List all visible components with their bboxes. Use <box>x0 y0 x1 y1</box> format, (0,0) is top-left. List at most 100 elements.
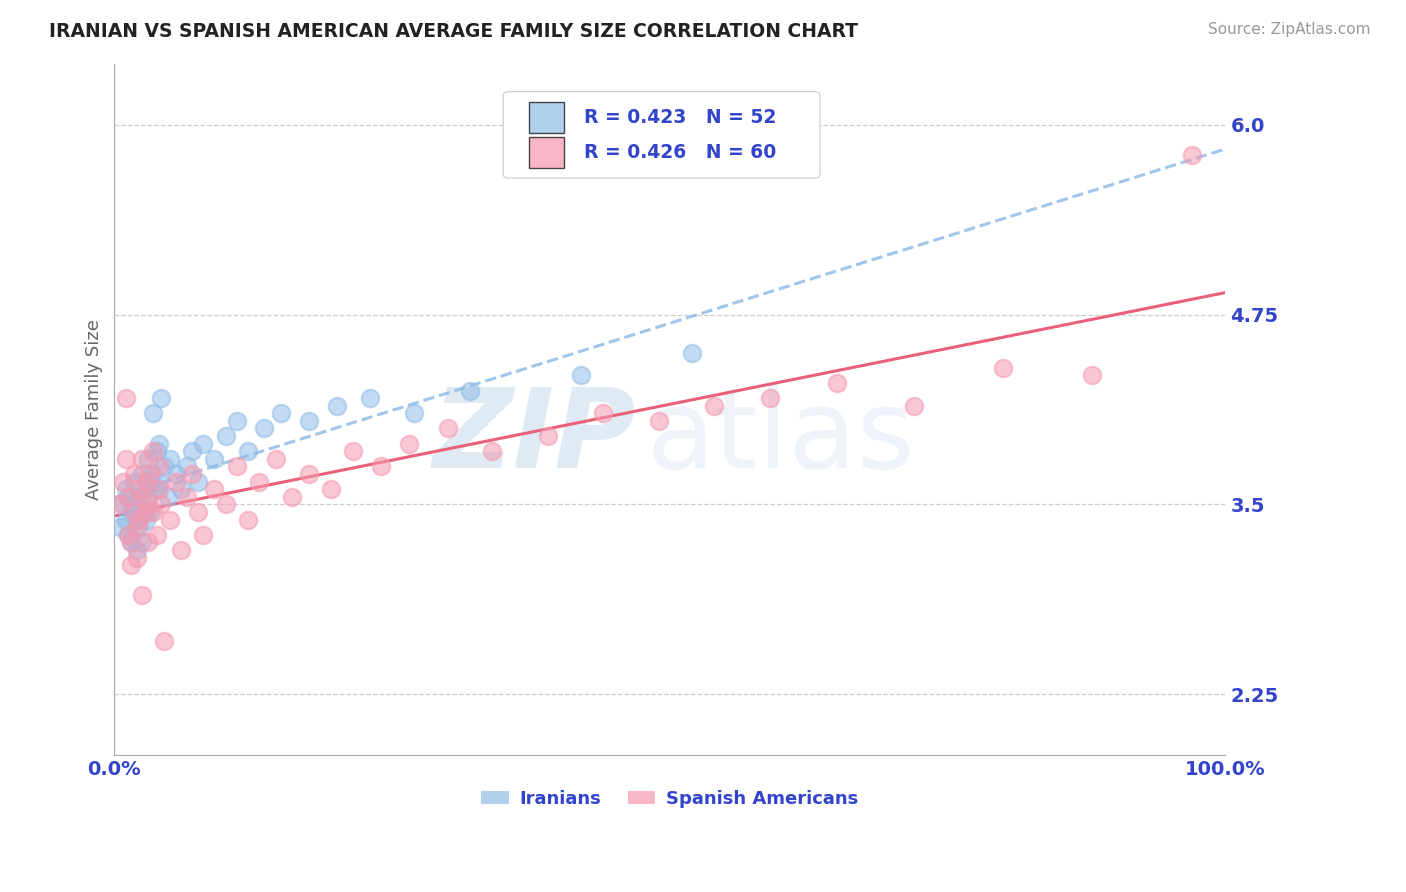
Point <box>187 505 209 519</box>
Point <box>176 490 198 504</box>
Point <box>319 482 342 496</box>
Point <box>145 482 167 496</box>
Point <box>359 391 381 405</box>
Point <box>247 475 270 489</box>
Point <box>148 436 170 450</box>
Point <box>136 451 159 466</box>
Point <box>114 482 136 496</box>
Point <box>170 543 193 558</box>
Point <box>150 497 173 511</box>
Point <box>592 406 614 420</box>
Point <box>270 406 292 420</box>
Point <box>159 451 181 466</box>
Point <box>131 467 153 481</box>
Point <box>124 497 146 511</box>
Point <box>170 482 193 496</box>
Point <box>148 482 170 496</box>
Point <box>1081 368 1104 383</box>
Point <box>134 475 156 489</box>
Point <box>703 399 725 413</box>
Point <box>404 406 426 420</box>
Point <box>125 512 148 526</box>
Text: R = 0.426   N = 60: R = 0.426 N = 60 <box>585 143 776 161</box>
Point <box>458 384 481 398</box>
Point <box>187 475 209 489</box>
Point <box>145 527 167 541</box>
Point <box>131 535 153 549</box>
Point <box>124 467 146 481</box>
Point <box>214 429 236 443</box>
Point <box>142 406 165 420</box>
Point <box>131 589 153 603</box>
Point <box>214 497 236 511</box>
Point <box>142 444 165 458</box>
Point <box>648 414 671 428</box>
Point <box>148 459 170 474</box>
Point <box>108 497 131 511</box>
Point <box>112 497 135 511</box>
Point <box>569 368 592 383</box>
Point <box>236 444 259 458</box>
Point <box>236 512 259 526</box>
Point <box>165 475 187 489</box>
Point <box>128 482 150 496</box>
Point <box>156 490 179 504</box>
Point <box>225 414 247 428</box>
Point <box>281 490 304 504</box>
Point <box>903 399 925 413</box>
Point <box>131 451 153 466</box>
Point <box>165 467 187 481</box>
Point <box>298 414 321 428</box>
Point <box>124 475 146 489</box>
Legend: Iranians, Spanish Americans: Iranians, Spanish Americans <box>474 782 866 815</box>
Point <box>193 527 215 541</box>
Point <box>398 436 420 450</box>
Point <box>136 535 159 549</box>
Point <box>117 490 139 504</box>
Text: ZIP: ZIP <box>433 384 637 491</box>
Point <box>128 490 150 504</box>
Point <box>139 505 162 519</box>
Point <box>128 520 150 534</box>
Point <box>148 475 170 489</box>
Point <box>112 475 135 489</box>
Point <box>202 482 225 496</box>
Point <box>145 444 167 458</box>
Point <box>136 497 159 511</box>
Point <box>131 505 153 519</box>
Point <box>125 520 148 534</box>
Point <box>993 360 1015 375</box>
Y-axis label: Average Family Size: Average Family Size <box>86 319 103 500</box>
Point <box>108 520 131 534</box>
Text: IRANIAN VS SPANISH AMERICAN AVERAGE FAMILY SIZE CORRELATION CHART: IRANIAN VS SPANISH AMERICAN AVERAGE FAMI… <box>49 22 858 41</box>
Point <box>114 391 136 405</box>
Text: atlas: atlas <box>647 384 915 491</box>
Point <box>125 550 148 565</box>
FancyBboxPatch shape <box>529 102 564 133</box>
Point <box>225 459 247 474</box>
Point <box>136 490 159 504</box>
Point <box>134 512 156 526</box>
Point <box>681 345 703 359</box>
Point <box>481 444 503 458</box>
Point <box>131 490 153 504</box>
Point <box>370 459 392 474</box>
Point <box>120 558 142 573</box>
Point <box>120 535 142 549</box>
Point <box>114 451 136 466</box>
Point <box>150 391 173 405</box>
Point <box>176 459 198 474</box>
Point <box>139 475 162 489</box>
Point <box>825 376 848 390</box>
Point <box>436 421 458 435</box>
Point <box>159 512 181 526</box>
Point <box>120 505 142 519</box>
Point <box>117 490 139 504</box>
Point <box>125 543 148 558</box>
Point <box>298 467 321 481</box>
Point <box>537 429 560 443</box>
Point <box>134 505 156 519</box>
Point <box>193 436 215 450</box>
FancyBboxPatch shape <box>503 92 820 178</box>
Point <box>134 482 156 496</box>
